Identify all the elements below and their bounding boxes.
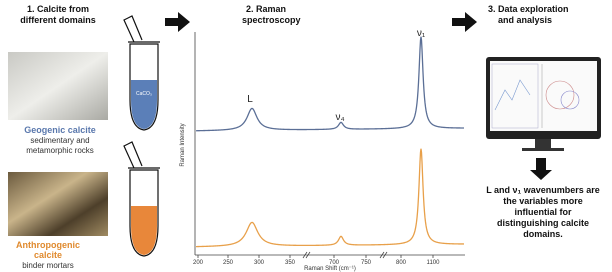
spectrum-anthropogenic	[196, 149, 464, 247]
y-label: Raman Intensity	[180, 123, 186, 166]
anthropogenic-name: calcite	[34, 250, 62, 260]
x-tick-label: 800	[396, 260, 407, 266]
x-tick-label: 250	[223, 260, 234, 266]
peak-label: ν₄	[335, 112, 344, 123]
graphical-abstract: 1. Calcite from different domains Geogen…	[0, 0, 612, 272]
conclusion: L and ν₁ wavenumbers are	[486, 185, 600, 195]
step2-title: 2. Raman	[246, 4, 286, 14]
conclusion: distinguishing calcite	[497, 218, 589, 228]
x-tick-label: 1100	[427, 260, 441, 266]
anthropogenic-desc: binder mortars	[22, 261, 74, 270]
monitor	[486, 57, 601, 151]
x-tick-label: 200	[193, 260, 204, 266]
spectrum-geogenic	[196, 37, 464, 131]
geogenic-desc: metamorphic rocks	[26, 146, 94, 155]
x-tick-label: 750	[361, 260, 372, 266]
step3-title: 3. Data exploration	[488, 4, 569, 14]
arrow	[165, 12, 190, 32]
x-label: Raman Shift (cm⁻¹)	[304, 266, 356, 272]
anthropogenic-photo	[8, 172, 108, 236]
tube	[124, 16, 160, 130]
arrow	[452, 12, 477, 32]
x-tick-label: 350	[285, 260, 296, 266]
tube-label: CaCO₃	[136, 91, 152, 97]
peak-label: L	[247, 94, 253, 105]
step1-title: different domains	[20, 15, 96, 25]
conclusion: domains.	[523, 229, 563, 239]
geogenic-photo	[8, 52, 108, 120]
step3-title: and analysis	[498, 15, 552, 25]
geogenic-desc: sedimentary and	[30, 136, 89, 145]
step1-title: 1. Calcite from	[27, 4, 89, 14]
x-tick-label: 700	[329, 260, 340, 266]
anthropogenic-name: Anthropogenic	[16, 240, 80, 250]
x-tick-label: 300	[254, 260, 265, 266]
geogenic-name: Geogenic calcite	[24, 125, 96, 135]
arrow	[530, 158, 552, 180]
peak-label: ν₁	[417, 28, 426, 39]
conclusion: the variables more	[503, 196, 583, 206]
tube	[124, 142, 160, 256]
step2-title: spectroscopy	[242, 15, 301, 25]
conclusion: influential for	[515, 207, 572, 217]
